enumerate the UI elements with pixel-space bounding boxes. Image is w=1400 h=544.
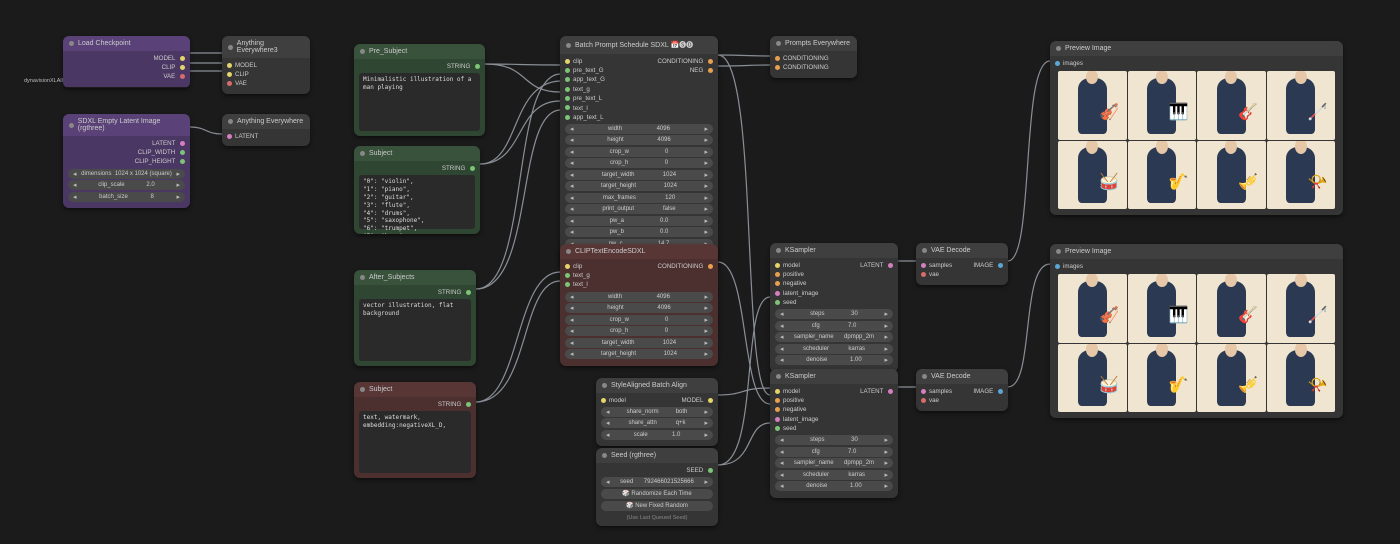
preview-cell: 🎺 [1197, 141, 1266, 210]
node-anything-everywhere3[interactable]: Anything Everywhere3 MODEL CLIP VAE [222, 36, 310, 94]
widget-crop_h[interactable]: ◂crop_h0▸ [565, 326, 713, 336]
preview-cell: 📯 [1267, 344, 1336, 413]
widget-crop_w[interactable]: ◂crop_w0▸ [565, 147, 713, 157]
preview-cell: 🥁 [1058, 344, 1127, 413]
preview-cell: 🥁 [1058, 141, 1127, 210]
preview-cell: 🎻 [1058, 71, 1127, 140]
widget-target_height[interactable]: ◂target_height1024▸ [565, 181, 713, 191]
preview-cell: 🎹 [1128, 274, 1197, 343]
node-preview-image-2[interactable]: Preview Image images 🎻🎹🎸🦯🥁🎷🎺📯 [1050, 244, 1343, 418]
randomize-each-time-button[interactable]: 🎲 Randomize Each Time [601, 489, 713, 499]
widget-scale[interactable]: ◂scale1.0▸ [601, 430, 713, 440]
preview-cell: 🎸 [1197, 71, 1266, 140]
preview-cell: 🎺 [1197, 344, 1266, 413]
seed-note: (Use Last Queued Seed) [601, 513, 713, 521]
textarea-subject1[interactable]: "0": "violin", "1": "piano", "2": "guita… [359, 175, 475, 229]
widget-height[interactable]: ◂height4096▸ [565, 135, 713, 145]
widget-crop_w[interactable]: ◂crop_w0▸ [565, 315, 713, 325]
widget-target_width[interactable]: ◂target_width1024▸ [565, 338, 713, 348]
widget-print_output[interactable]: ◂print_outputfalse▸ [565, 204, 713, 214]
node-clip-text-encode-sdxl[interactable]: CLIPTextEncodeSDXL clip CONDITIONING tex… [560, 244, 718, 366]
widget-share_norm[interactable]: ◂share_normboth▸ [601, 407, 713, 417]
widget-steps[interactable]: ◂steps30▸ [775, 435, 893, 445]
node-preview-image-1[interactable]: Preview Image images 🎻🎹🎸🦯🥁🎷🎺📯 [1050, 41, 1343, 215]
node-title[interactable]: Load Checkpoint [63, 36, 190, 51]
node-after-subjects[interactable]: After_Subjects STRING vector illustratio… [354, 270, 476, 366]
textarea-pre-subject[interactable]: Minimalistic illustration of a man playi… [359, 73, 480, 131]
preview-grid-1: 🎻🎹🎸🦯 🥁🎷🎺📯 [1055, 68, 1338, 212]
widget-target_height[interactable]: ◂target_height1024▸ [565, 349, 713, 359]
preview-cell: 🎷 [1128, 141, 1197, 210]
node-vae-decode-2[interactable]: VAE Decode samples IMAGE vae [916, 369, 1008, 411]
widget-cfg[interactable]: ◂cfg7.0▸ [775, 447, 893, 457]
node-ksampler-1[interactable]: KSampler model LATENT positive negative … [770, 243, 898, 372]
textarea-subject2[interactable]: text, watermark, embedding:negativeXL_D, [359, 411, 471, 473]
preview-cell: 📯 [1267, 141, 1336, 210]
widget-width[interactable]: ◂width4096▸ [565, 292, 713, 302]
widget-scheduler[interactable]: ◂schedulerkarras▸ [775, 344, 893, 354]
widget-clip-scale[interactable]: ◂clip_scale2.0▸ [68, 180, 185, 190]
preview-cell: 🎷 [1128, 344, 1197, 413]
node-anything-everywhere[interactable]: Anything Everywhere LATENT [222, 114, 310, 146]
node-subject-1[interactable]: Subject STRING "0": "violin", "1": "pian… [354, 146, 480, 234]
preview-cell: 🦯 [1267, 71, 1336, 140]
widget-share_attn[interactable]: ◂share_attnq+k▸ [601, 418, 713, 428]
widget-crop_h[interactable]: ◂crop_h0▸ [565, 158, 713, 168]
widget-sampler_name[interactable]: ◂sampler_namedpmpp_2m▸ [775, 458, 893, 468]
widget-seed[interactable]: ◂seed792466021525666▸ [601, 477, 713, 487]
widget-scheduler[interactable]: ◂schedulerkarras▸ [775, 470, 893, 480]
widget-height[interactable]: ◂height4096▸ [565, 303, 713, 313]
node-style-aligned-batch-align[interactable]: StyleAligned Batch Align model MODEL ◂sh… [596, 378, 718, 446]
widget-max_frames[interactable]: ◂max_frames120▸ [565, 193, 713, 203]
preview-cell: 🎹 [1128, 71, 1197, 140]
node-load-checkpoint[interactable]: Load Checkpoint MODEL CLIP VAE [63, 36, 190, 88]
node-batch-prompt-schedule[interactable]: Batch Prompt Schedule SDXL 📅🅢🅓 clip COND… [560, 36, 718, 267]
node-sdxl-empty-latent[interactable]: SDXL Empty Latent Image (rgthree) LATENT… [63, 114, 190, 208]
widget-denoise[interactable]: ◂denoise1.00▸ [775, 355, 893, 365]
widget-width[interactable]: ◂width4096▸ [565, 124, 713, 134]
widget-sampler_name[interactable]: ◂sampler_namedpmpp_2m▸ [775, 332, 893, 342]
widget-dimensions[interactable]: ◂dimensions 1024 x 1024 (square)▸ [68, 169, 185, 179]
widget-target_width[interactable]: ◂target_width1024▸ [565, 170, 713, 180]
node-seed-rgthree[interactable]: Seed (rgthree) SEED ◂seed792466021525666… [596, 448, 718, 526]
node-pre-subject[interactable]: Pre_Subject STRING Minimalistic illustra… [354, 44, 485, 136]
preview-grid-2: 🎻🎹🎸🦯 🥁🎷🎺📯 [1055, 271, 1338, 415]
widget-denoise[interactable]: ◂denoise1.00▸ [775, 481, 893, 491]
node-ksampler-2[interactable]: KSampler model LATENT positive negative … [770, 369, 898, 498]
new-fixed-random-button[interactable]: 🎲 New Fixed Random [601, 501, 713, 511]
widget-steps[interactable]: ◂steps30▸ [775, 309, 893, 319]
preview-cell: 🎻 [1058, 274, 1127, 343]
node-prompts-everywhere[interactable]: Prompts Everywhere CONDITIONING CONDITIO… [770, 36, 857, 78]
node-subject-2[interactable]: Subject STRING text, watermark, embeddin… [354, 382, 476, 478]
preview-cell: 🎸 [1197, 274, 1266, 343]
widget-cfg[interactable]: ◂cfg7.0▸ [775, 321, 893, 331]
textarea-after-subjects[interactable]: vector illustration, flat background [359, 299, 471, 361]
preview-cell: 🦯 [1267, 274, 1336, 343]
node-vae-decode-1[interactable]: VAE Decode samples IMAGE vae [916, 243, 1008, 285]
widget-pw_a[interactable]: ◂pw_a0.0▸ [565, 216, 713, 226]
widget-batch-size[interactable]: ◂batch_size8▸ [68, 192, 185, 202]
widget-pw_b[interactable]: ◂pw_b0.0▸ [565, 227, 713, 237]
